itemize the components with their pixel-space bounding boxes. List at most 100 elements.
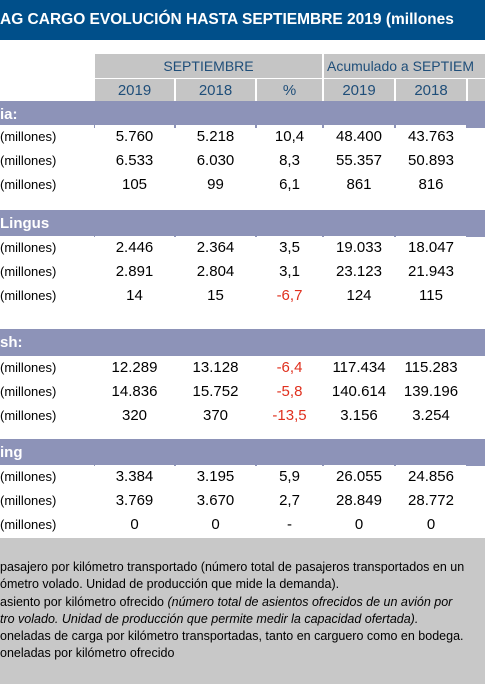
header-percent: %	[257, 79, 322, 103]
cell: 117.434	[324, 356, 394, 380]
table-row: (millones) 14 15 -6,7 124 115	[0, 284, 485, 308]
cell: 15.752	[176, 380, 255, 404]
cell: 14	[95, 284, 174, 308]
cell-negative: -5,8	[257, 380, 322, 404]
footnotes-panel: pasajero por kilómetro transportado (núm…	[0, 538, 485, 684]
footnote-line: pasajero por kilómetro transportado (núm…	[0, 560, 465, 574]
cell: 2.804	[176, 260, 255, 284]
cell: 10,4	[257, 125, 322, 149]
cell: 18.047	[396, 236, 466, 260]
cell-negative: -6,4	[257, 356, 322, 380]
row-label: (millones)	[0, 284, 94, 308]
footnote-text: asiento por kilómetro ofrecido	[0, 595, 168, 609]
cell: 139.196	[396, 380, 466, 404]
cell: 14.836	[95, 380, 174, 404]
cell: 15	[176, 284, 255, 308]
cell: 55.357	[324, 149, 394, 173]
footnote-line: asiento por kilómetro ofrecido (número t…	[0, 594, 452, 611]
cell: 124	[324, 284, 394, 308]
cell: 6.030	[176, 149, 255, 173]
table-row: (millones) 14.836 15.752 -5,8 140.614 13…	[0, 380, 485, 404]
footnote-line: oneladas de carga por kilómetro transpor…	[0, 629, 464, 643]
cell: 13.128	[176, 356, 255, 380]
footnote-line: oneladas por kilómetro ofrecido	[0, 646, 175, 660]
cell-negative: -6,7	[257, 284, 322, 308]
table-row: (millones) 0 0 - 0 0	[0, 513, 485, 537]
section-header: ing	[0, 439, 485, 466]
cell: 140.614	[324, 380, 394, 404]
cell: 5,9	[257, 465, 322, 489]
cell: 12.289	[95, 356, 174, 380]
cell: 21.943	[396, 260, 466, 284]
header-year-cum-2018: 2018	[396, 79, 466, 103]
cell: 3.156	[324, 404, 394, 428]
section-header: Lingus	[0, 210, 485, 237]
table-row: (millones) 105 99 6,1 861 816	[0, 173, 485, 197]
table-row: (millones) 320 370 -13,5 3.156 3.254	[0, 404, 485, 428]
cell: 5.760	[95, 125, 174, 149]
footnote-line-italic: tro volado. Unidad de producción que per…	[0, 612, 419, 626]
row-label: (millones)	[0, 489, 94, 513]
footnote-line: ómetro volado. Unidad de producción que …	[0, 577, 340, 591]
cell: 320	[95, 404, 174, 428]
header-group-cumulative: Acumulado a SEPTIEM	[324, 54, 485, 78]
row-label: (millones)	[0, 260, 94, 284]
header-year-sep-2019: 2019	[95, 79, 174, 103]
cell: 19.033	[324, 236, 394, 260]
cell: 115	[396, 284, 466, 308]
cell: 50.893	[396, 149, 466, 173]
cell: 3,5	[257, 236, 322, 260]
cell: 48.400	[324, 125, 394, 149]
cell: 0	[176, 513, 255, 537]
cell: 370	[176, 404, 255, 428]
cell: 6.533	[95, 149, 174, 173]
table-title: AG CARGO EVOLUCIÓN HASTA SEPTIEMBRE 2019…	[0, 0, 485, 40]
footnote-italic: (número total de asientos ofrecidos de u…	[167, 595, 453, 609]
table-row: (millones) 2.891 2.804 3,1 23.123 21.943	[0, 260, 485, 284]
table-row: (millones) 5.760 5.218 10,4 48.400 43.76…	[0, 125, 485, 149]
cell: 861	[324, 173, 394, 197]
cell: 105	[95, 173, 174, 197]
row-label: (millones)	[0, 125, 94, 149]
cell: 3.384	[95, 465, 174, 489]
cell: 23.123	[324, 260, 394, 284]
cell: 3,1	[257, 260, 322, 284]
cell: 0	[396, 513, 466, 537]
cell: 3.769	[95, 489, 174, 513]
cell: 3.254	[396, 404, 466, 428]
table-row: (millones) 2.446 2.364 3,5 19.033 18.047	[0, 236, 485, 260]
row-label: (millones)	[0, 149, 94, 173]
table-row: (millones) 3.769 3.670 2,7 28.849 28.772	[0, 489, 485, 513]
cell-negative: -13,5	[257, 404, 322, 428]
cell: 2.891	[95, 260, 174, 284]
cell: 5.218	[176, 125, 255, 149]
section-header: sh:	[0, 329, 485, 356]
cell: 28.849	[324, 489, 394, 513]
cell: 2,7	[257, 489, 322, 513]
cell: 2.446	[95, 236, 174, 260]
row-label: (millones)	[0, 465, 94, 489]
cell: 3.670	[176, 489, 255, 513]
cell: 99	[176, 173, 255, 197]
cell: 115.283	[396, 356, 466, 380]
header-year-cum-2019: 2019	[324, 79, 394, 103]
cell: 0	[95, 513, 174, 537]
row-label: (millones)	[0, 380, 94, 404]
cell: 816	[396, 173, 466, 197]
cell: 24.856	[396, 465, 466, 489]
header-cut-cell	[468, 79, 485, 103]
cell: 2.364	[176, 236, 255, 260]
header-year-sep-2018: 2018	[176, 79, 255, 103]
table-row: (millones) 12.289 13.128 -6,4 117.434 11…	[0, 356, 485, 380]
section-header: ia:	[0, 101, 485, 128]
cell: 8,3	[257, 149, 322, 173]
cell: -	[257, 513, 322, 537]
row-label: (millones)	[0, 513, 94, 537]
cell: 26.055	[324, 465, 394, 489]
row-label: (millones)	[0, 404, 94, 428]
cell: 3.195	[176, 465, 255, 489]
table-row: (millones) 6.533 6.030 8,3 55.357 50.893	[0, 149, 485, 173]
cell: 43.763	[396, 125, 466, 149]
cell: 0	[324, 513, 394, 537]
row-label: (millones)	[0, 173, 94, 197]
